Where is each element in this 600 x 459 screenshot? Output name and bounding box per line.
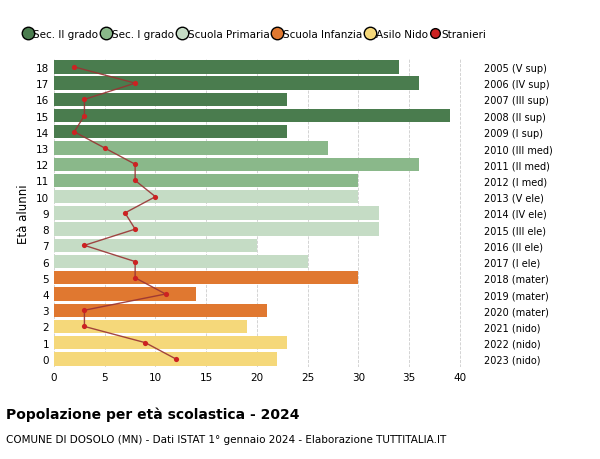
Point	[171, 355, 181, 363]
Point	[80, 307, 89, 314]
Bar	[54, 110, 449, 123]
Bar	[54, 126, 287, 139]
Point	[130, 274, 140, 282]
Bar	[54, 336, 287, 350]
Point	[80, 112, 89, 120]
Y-axis label: Età alunni: Età alunni	[17, 184, 31, 243]
Legend: Sec. II grado, Sec. I grado, Scuola Primaria, Scuola Infanzia, Asilo Nido, Stran: Sec. II grado, Sec. I grado, Scuola Prim…	[25, 29, 486, 39]
Point	[130, 80, 140, 88]
Bar	[54, 207, 379, 220]
Point	[70, 129, 79, 136]
Bar	[54, 142, 328, 155]
Bar	[54, 304, 267, 317]
Text: COMUNE DI DOSOLO (MN) - Dati ISTAT 1° gennaio 2024 - Elaborazione TUTTITALIA.IT: COMUNE DI DOSOLO (MN) - Dati ISTAT 1° ge…	[6, 434, 446, 444]
Point	[140, 339, 150, 347]
Point	[80, 96, 89, 104]
Point	[130, 226, 140, 233]
Text: Popolazione per età scolastica - 2024: Popolazione per età scolastica - 2024	[6, 406, 299, 421]
Point	[130, 258, 140, 266]
Bar	[54, 320, 247, 333]
Bar	[54, 239, 257, 252]
Point	[100, 145, 110, 152]
Bar	[54, 174, 358, 188]
Bar	[54, 77, 419, 90]
Bar	[54, 272, 358, 285]
Point	[80, 323, 89, 330]
Point	[130, 177, 140, 185]
Bar	[54, 288, 196, 301]
Point	[70, 64, 79, 72]
Bar	[54, 158, 419, 172]
Point	[151, 194, 160, 201]
Point	[80, 242, 89, 250]
Point	[120, 210, 130, 217]
Point	[161, 291, 170, 298]
Bar	[54, 94, 287, 107]
Bar	[54, 255, 308, 269]
Bar	[54, 61, 399, 74]
Point	[130, 161, 140, 168]
Bar	[54, 190, 358, 204]
Bar	[54, 223, 379, 236]
Bar	[54, 353, 277, 366]
